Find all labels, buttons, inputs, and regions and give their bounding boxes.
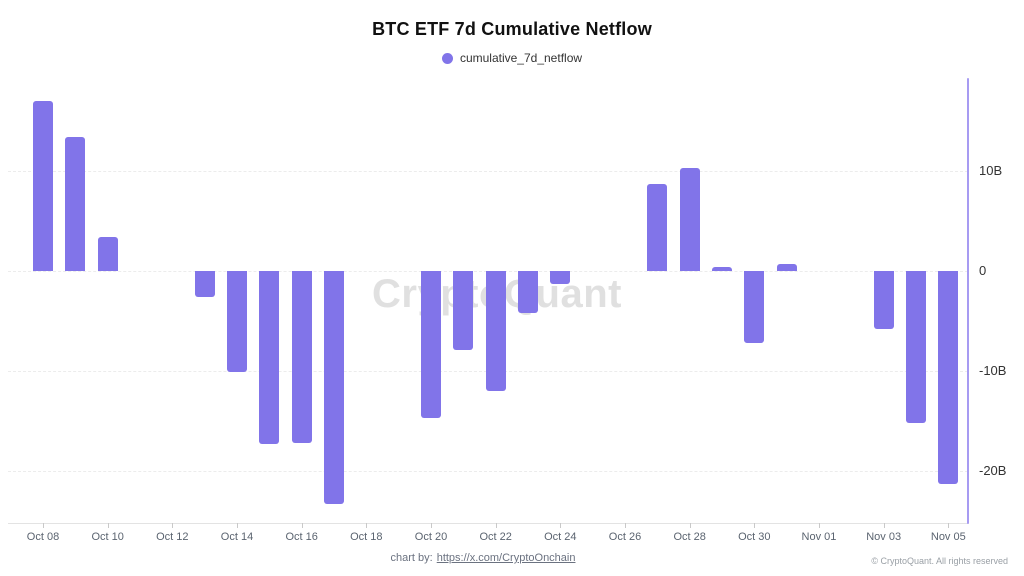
x-tick-label: Oct 28: [673, 531, 706, 543]
x-tick-label: Oct 20: [414, 531, 448, 543]
x-tick-label: Oct 30: [738, 531, 771, 543]
credit-prefix: chart by:: [390, 552, 433, 564]
chart-bar[interactable]: [679, 168, 700, 271]
chart-bar[interactable]: [226, 271, 247, 372]
x-tick-mark: [430, 523, 432, 528]
chart-bar[interactable]: [33, 101, 53, 271]
x-tick-label: Oct 26: [608, 531, 642, 543]
x-tick-mark: [948, 523, 950, 528]
gridline: [8, 171, 968, 172]
x-tick-label: Oct 14: [220, 531, 254, 543]
footer-credit: chart by: https://x.com/CryptoOnchain: [0, 552, 966, 564]
chart-bar[interactable]: [453, 271, 474, 350]
legend: cumulative_7d_netflow: [0, 50, 1024, 66]
x-axis-baseline: [8, 523, 968, 524]
x-tick-mark: [172, 523, 174, 528]
x-tick-label: Oct 10: [91, 531, 124, 543]
x-tick-label: Oct 22: [479, 531, 512, 543]
x-tick-mark: [754, 523, 756, 528]
chart-bar[interactable]: [291, 271, 312, 443]
chart-bar[interactable]: [420, 271, 441, 418]
x-tick-label: Oct 24: [544, 531, 577, 543]
x-tick-mark: [43, 523, 44, 528]
y-tick-label: 0: [979, 263, 987, 278]
chart-author-link[interactable]: https://x.com/CryptoOnchain: [436, 552, 576, 564]
copyright-notice: © CryptoQuant. All rights reserved: [871, 556, 1008, 566]
chart-bar[interactable]: [905, 271, 926, 423]
x-tick-label: Oct 08: [26, 531, 60, 543]
chart-bar[interactable]: [550, 271, 571, 284]
x-tick-label: Nov 01: [801, 531, 837, 543]
x-tick-mark: [560, 523, 562, 528]
y-tick-label: -10B: [979, 363, 1007, 378]
chart-bar[interactable]: [744, 271, 765, 343]
x-tick-mark: [236, 523, 238, 528]
x-tick-mark: [883, 523, 885, 528]
chart-bar[interactable]: [97, 237, 118, 271]
chart-bar[interactable]: [65, 137, 86, 271]
chart-bar[interactable]: [323, 271, 344, 504]
chart-bar[interactable]: [647, 184, 668, 271]
chart-bar[interactable]: [776, 264, 797, 271]
x-tick-mark: [107, 523, 109, 528]
chart-bar[interactable]: [517, 271, 538, 313]
y-tick-label: -20B: [979, 463, 1007, 478]
x-tick-mark: [301, 523, 303, 528]
chart-bar[interactable]: [711, 267, 732, 271]
chart-bar[interactable]: [873, 271, 894, 329]
chart-bar[interactable]: [259, 271, 280, 444]
legend-label: cumulative_7d_netflow: [459, 51, 583, 65]
x-tick-mark: [624, 523, 626, 528]
chart-bar[interactable]: [485, 271, 506, 391]
x-tick-mark: [366, 523, 368, 528]
x-tick-label: Oct 12: [156, 531, 189, 543]
x-tick-mark: [689, 523, 691, 528]
x-tick-mark: [495, 523, 497, 528]
chart-bar[interactable]: [938, 271, 959, 484]
gridline: [8, 471, 968, 472]
page-title: BTC ETF 7d Cumulative Netflow: [372, 19, 652, 39]
legend-marker-icon: [441, 52, 453, 64]
x-tick-mark: [818, 523, 820, 528]
y-axis-line: [967, 78, 969, 524]
chart-bar[interactable]: [194, 271, 215, 297]
x-tick-label: Oct 16: [285, 531, 318, 543]
x-tick-label: Oct 18: [350, 531, 383, 543]
y-tick-label: 10B: [979, 163, 1003, 178]
x-tick-label: Nov 05: [930, 531, 966, 543]
x-tick-label: Nov 03: [866, 531, 902, 543]
